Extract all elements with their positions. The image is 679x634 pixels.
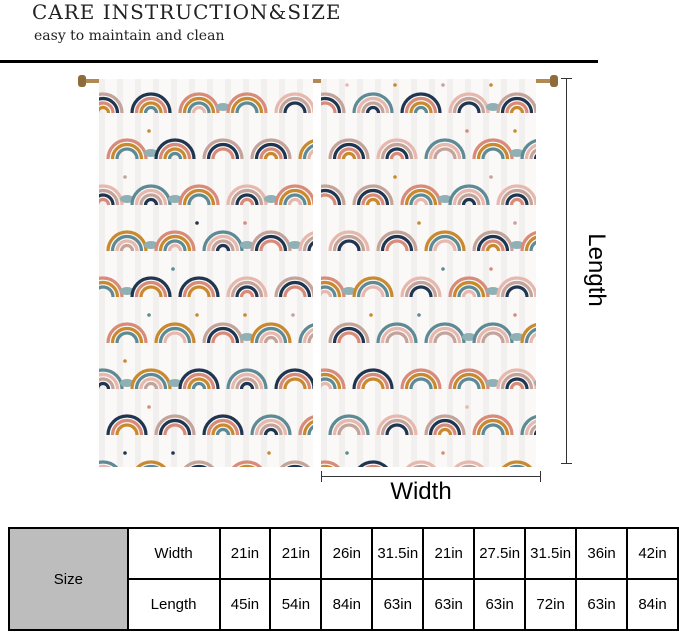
length-dimension-cap-bottom [561,463,572,464]
length-cell: 63in [473,578,527,631]
header-divider [0,60,598,63]
width-row-label: Width [126,527,221,580]
length-cell: 63in [422,578,476,631]
width-dimension-line [321,476,540,477]
rainbow-pattern-left [99,79,313,467]
curtain-panel-left [99,79,313,467]
length-cell: 45in [218,578,272,631]
size-table-header: Size [8,527,129,631]
page-subtitle: easy to maintain and clean [34,28,225,44]
page-title: CARE INSTRUCTION&SIZE [32,0,342,24]
width-cell: 42in [626,527,679,580]
curtain-rod [80,79,554,83]
size-row-length: Length 45in 54in 84in 63in 63in 63in 72i… [9,578,679,631]
size-row-width: Size Width 21in 21in 26in 31.5in 21in 27… [8,527,679,631]
length-dimension-cap-top [561,78,572,79]
length-cell: 63in [371,578,425,631]
width-cell: 27.5in [473,527,527,580]
rainbow-pattern-right [321,79,536,467]
width-cell: 36in [575,527,629,580]
size-table: Size Width 21in 21in 26in 31.5in 21in 27… [8,527,679,631]
length-cell: 72in [524,578,578,631]
curtain-panel-right [321,79,536,467]
width-cell: 21in [422,527,476,580]
width-cell: 31.5in [371,527,425,580]
length-dimension-line [566,78,567,464]
width-cell: 21in [218,527,272,580]
length-cell: 84in [320,578,374,631]
width-cell: 21in [269,527,323,580]
length-dimension-label: Length [583,233,610,307]
rod-finial-left [78,75,86,87]
length-cell: 54in [269,578,323,631]
width-dimension-cap-left [321,471,322,482]
width-dimension-label: Width [390,478,452,505]
width-dimension-cap-right [540,471,541,482]
rod-finial-right [550,75,558,87]
width-cell: 26in [320,527,374,580]
length-cell: 63in [575,578,629,631]
length-row-label: Length [126,578,221,631]
length-cell: 84in [626,578,679,631]
width-cell: 31.5in [524,527,578,580]
